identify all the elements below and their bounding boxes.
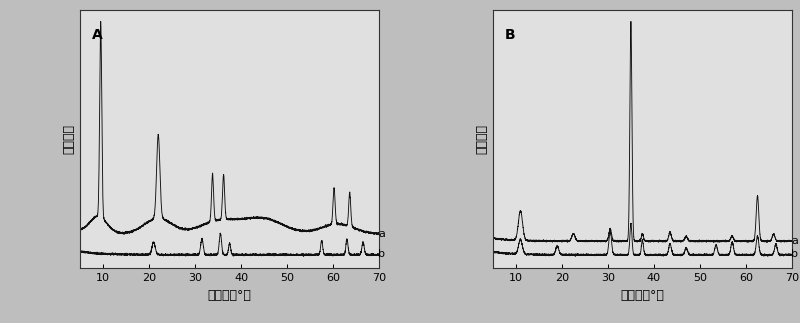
- Text: B: B: [505, 28, 515, 42]
- Text: b: b: [791, 249, 798, 259]
- X-axis label: 衍射角（°）: 衍射角（°）: [208, 288, 251, 301]
- Text: b: b: [378, 249, 386, 259]
- Y-axis label: 衍射强度: 衍射强度: [476, 124, 489, 154]
- Y-axis label: 衍射强度: 衍射强度: [63, 124, 76, 154]
- Text: A: A: [92, 28, 102, 42]
- Text: a: a: [378, 229, 385, 239]
- Text: a: a: [791, 236, 798, 246]
- X-axis label: 衍射角（°）: 衍射角（°）: [621, 288, 664, 301]
